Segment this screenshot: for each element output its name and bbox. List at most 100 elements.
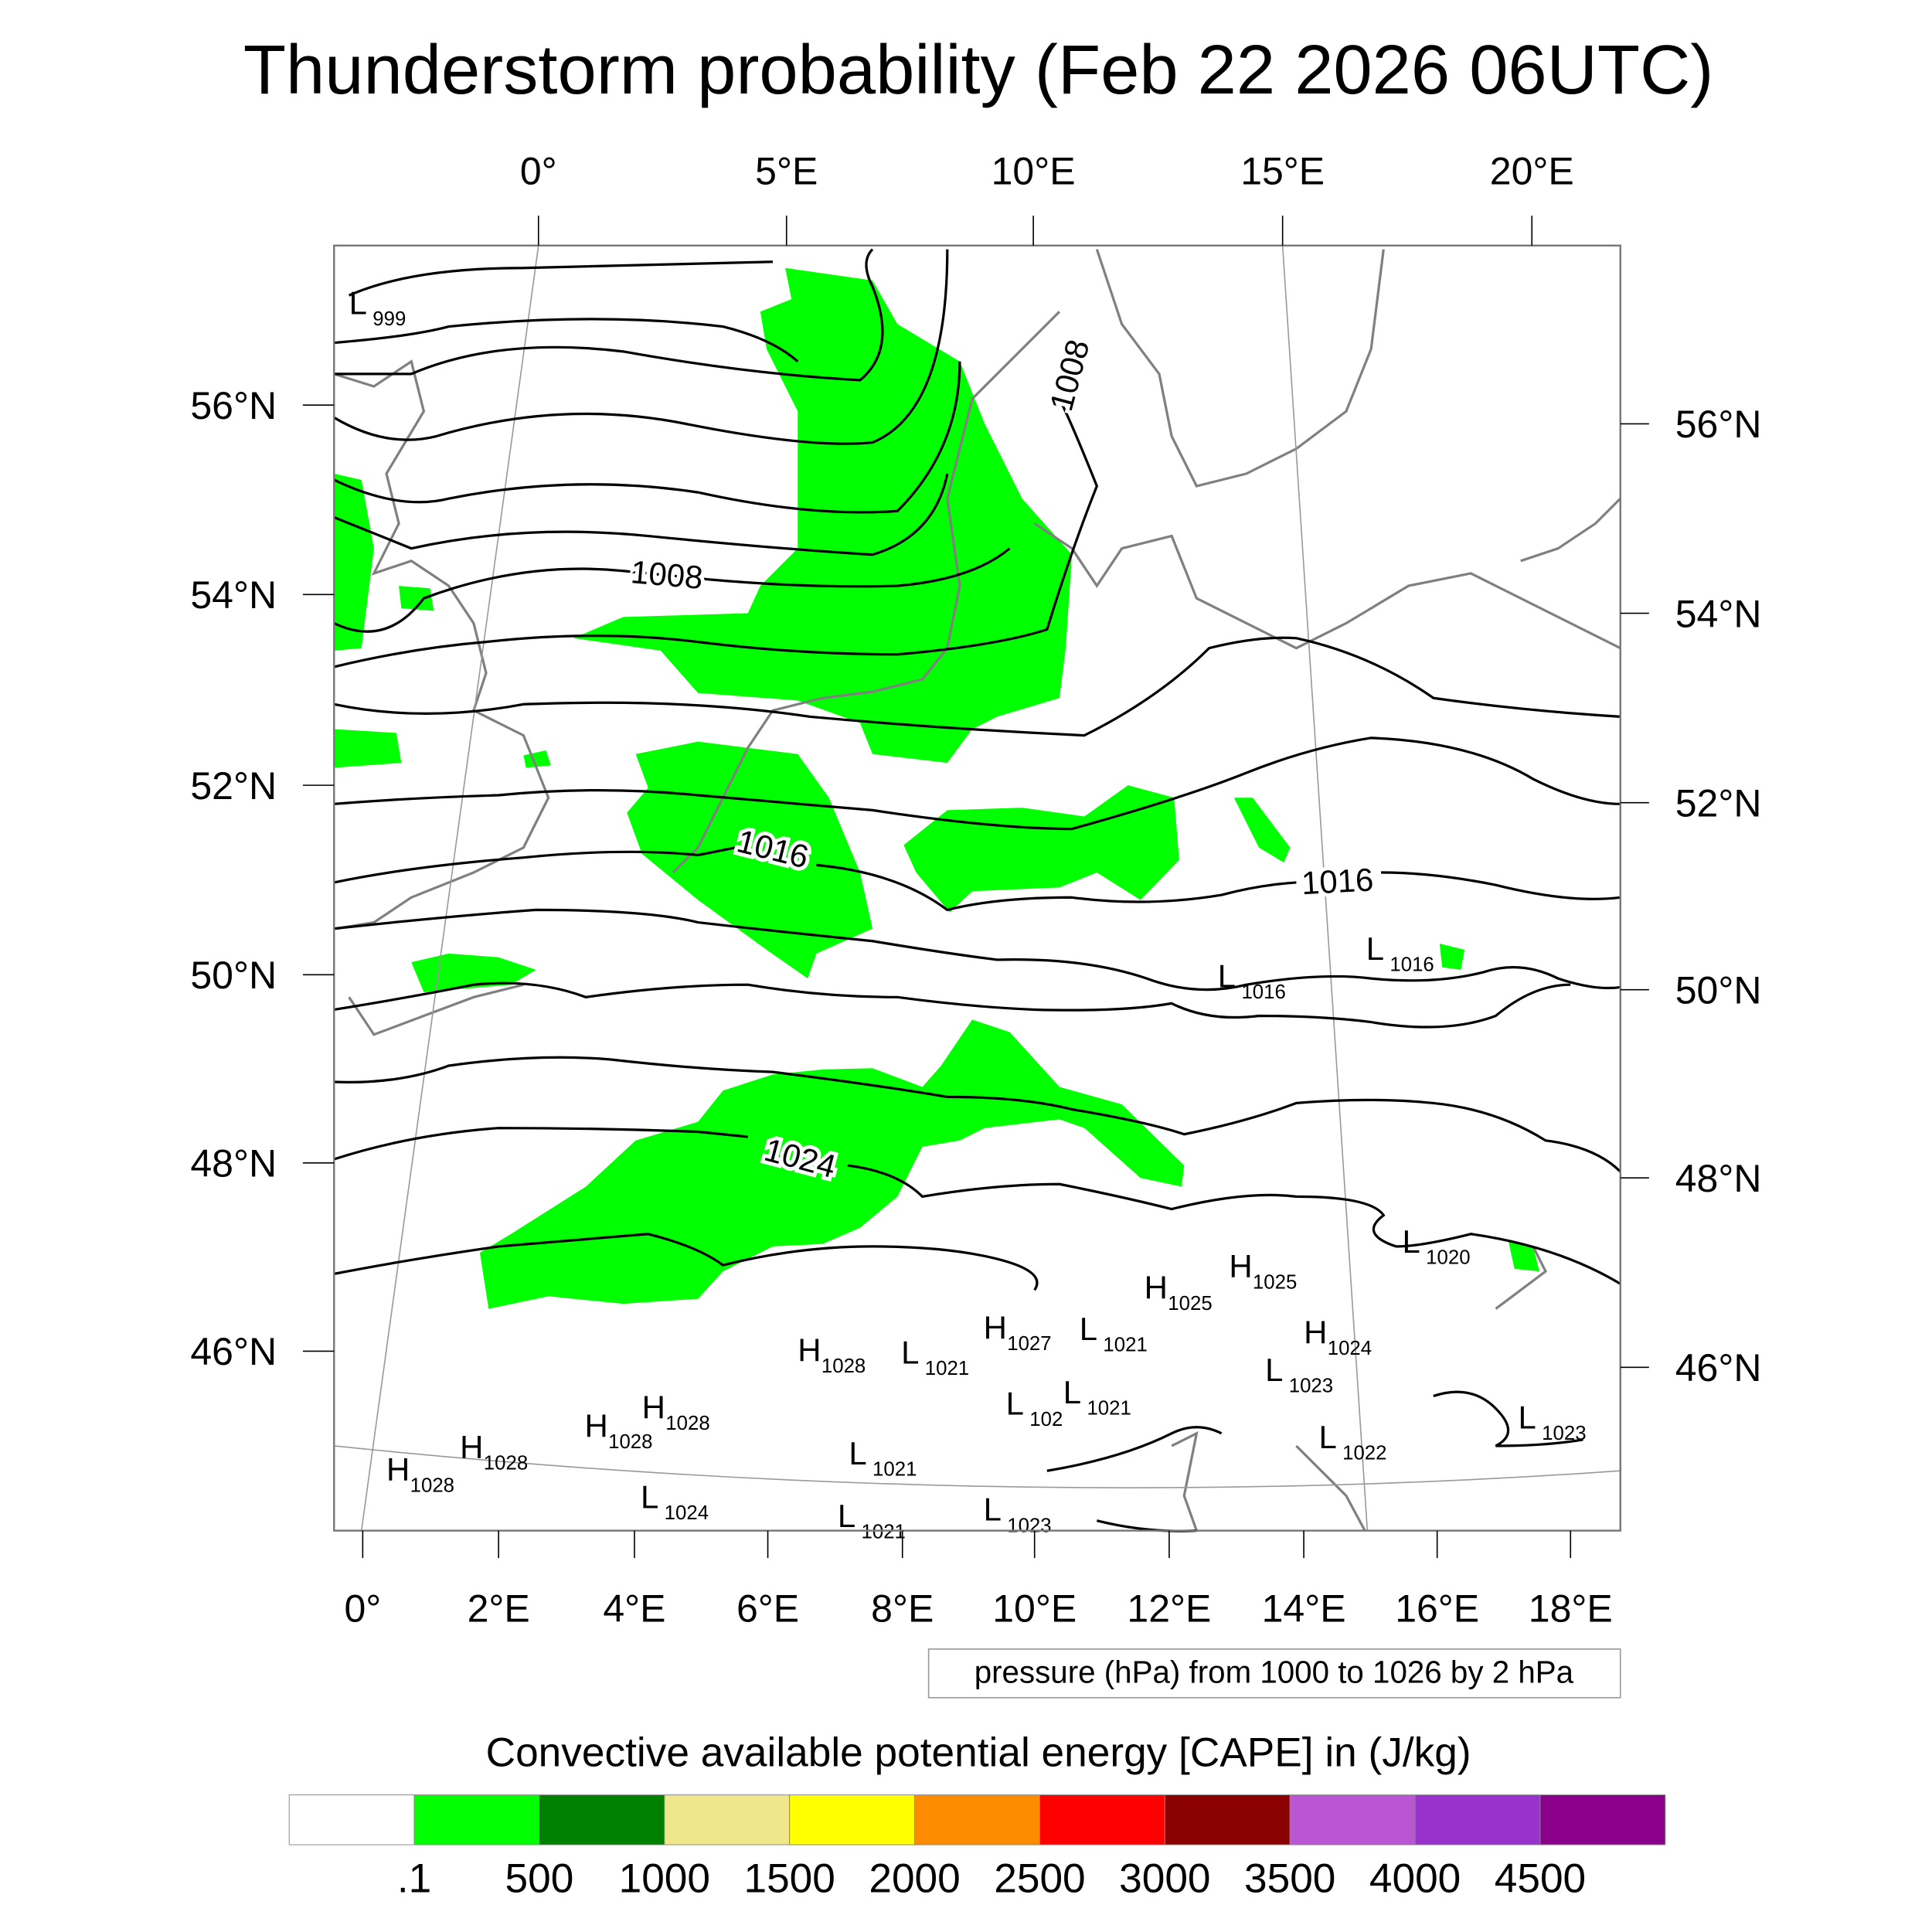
pressure-center-low: L 1023 — [1265, 1352, 1333, 1397]
pressure-center-high: H 1025 — [1145, 1270, 1213, 1315]
colorbar-swatch — [539, 1794, 665, 1845]
top-lon-label: 20°E — [1490, 150, 1574, 193]
pressure-center-high: H 1025 — [1229, 1248, 1297, 1294]
colorbar: .1 500 1000 1500 2000 2500 3000 3500 4000 4500 — [288, 1794, 1666, 1901]
cape-area-uk-south — [334, 729, 402, 768]
pressure-center-value: 1024 — [1328, 1338, 1372, 1359]
pressure-center-letter: H — [1229, 1248, 1252, 1284]
pressure-center-letter: L — [1366, 930, 1384, 967]
pressure-center-value: 1020 — [1426, 1247, 1470, 1268]
pressure-center-letter: L — [838, 1498, 855, 1534]
pressure-center-low: L 1016 — [1218, 957, 1286, 1003]
colorbar-swatch — [413, 1794, 540, 1845]
pressure-center-value: 1027 — [1007, 1333, 1051, 1355]
cape-area-benelux — [627, 741, 873, 979]
pressure-center-low: L 1023 — [1519, 1399, 1587, 1444]
colorbar-title: Convective available potential energy [C… — [486, 1730, 1471, 1775]
pressure-center-value: 1021 — [1103, 1334, 1147, 1355]
pressure-center-high: H 1028 — [584, 1408, 652, 1454]
pressure-center-value: 1022 — [1342, 1443, 1386, 1464]
colorbar-label: 2500 — [994, 1855, 1085, 1901]
pressure-center-value: 1024 — [665, 1502, 709, 1524]
pressure-center-value: 1028 — [821, 1355, 866, 1377]
cape-area-small-2 — [1439, 943, 1465, 970]
bottom-lon-label: 18°E — [1529, 1587, 1613, 1630]
cape-area-small-4 — [399, 586, 434, 611]
bottom-lon-label: 14°E — [1262, 1587, 1346, 1630]
pressure-center-letter: H — [1145, 1270, 1168, 1306]
pressure-center-letter: L — [1218, 957, 1236, 994]
colorbar-swatch — [1414, 1794, 1541, 1845]
left-lat-label: 48°N — [190, 1142, 277, 1185]
colorbar-swatch — [1539, 1794, 1666, 1845]
left-lat-label: 46°N — [190, 1330, 277, 1373]
cape-area-small-3 — [1508, 1240, 1539, 1272]
isobar-contours — [333, 248, 1621, 1532]
right-lat-label: 52°N — [1675, 781, 1762, 825]
colorbar-swatch — [1289, 1794, 1416, 1845]
left-lat-label: 52°N — [190, 764, 277, 808]
pressure-center-high: H 1028 — [386, 1451, 454, 1497]
colorbar-swatch — [1164, 1794, 1291, 1845]
pressure-center-letter: L — [984, 1492, 1002, 1528]
pressure-center-value: 1016 — [1389, 954, 1434, 975]
bottom-lon-label: 6°E — [736, 1587, 799, 1630]
pressure-center-low: L 1021 — [1080, 1311, 1148, 1356]
colorbar-label: 1000 — [619, 1855, 710, 1901]
pressure-center-low: L 999 — [349, 284, 406, 330]
pressure-center-value: 1021 — [872, 1459, 917, 1481]
pressure-center-letter: H — [984, 1309, 1007, 1345]
bottom-lon-label: 4°E — [603, 1587, 665, 1630]
cape-area-east — [1233, 798, 1291, 863]
figure-title: Thunderstorm probability (Feb 22 2026 06… — [243, 31, 1713, 109]
colorbar-swatch — [789, 1794, 916, 1845]
pressure-center-letter: L — [1403, 1223, 1420, 1260]
pressure-center-value: 1028 — [665, 1413, 709, 1434]
pressure-center-letter: L — [1063, 1374, 1081, 1410]
pressure-center-value: 1023 — [1542, 1423, 1586, 1444]
pressure-center-low: L 1021 — [901, 1335, 969, 1380]
top-lon-label: 15°E — [1240, 150, 1325, 193]
pressure-center-low: L 1021 — [1063, 1374, 1131, 1420]
left-lat-label: 54°N — [190, 573, 277, 617]
pressure-center-letter: L — [901, 1335, 919, 1371]
colorbar-swatch — [664, 1794, 791, 1845]
coastlines — [333, 249, 1621, 1532]
pressure-center-high: H 1028 — [642, 1389, 710, 1434]
bottom-lon-label: 8°E — [871, 1587, 934, 1630]
cape-fill-layer — [334, 267, 1539, 1309]
graticule — [334, 245, 1621, 1531]
pressure-center-value: 1025 — [1253, 1272, 1297, 1294]
pressure-center-value: 1021 — [862, 1521, 906, 1543]
cape-area-uk-east — [334, 473, 374, 651]
left-lat-label: 50°N — [190, 954, 277, 997]
pressure-center-letter: H — [460, 1429, 483, 1465]
top-lon-label: 10°E — [992, 150, 1076, 193]
right-lat-label: 56°N — [1675, 403, 1762, 446]
colorbar-label: 4000 — [1369, 1855, 1461, 1901]
pressure-center-high: H 1024 — [1304, 1315, 1372, 1360]
pressure-center-value: 1025 — [1168, 1293, 1212, 1315]
pressure-center-low: L 102 — [1006, 1386, 1063, 1431]
isobar-label: 1008 — [629, 553, 704, 596]
right-lat-label: 48°N — [1675, 1157, 1762, 1200]
colorbar-swatch — [914, 1794, 1040, 1845]
pressure-center-low: L 1024 — [641, 1479, 709, 1525]
map-frame — [333, 244, 1621, 1532]
pressure-center-letter: L — [1519, 1399, 1536, 1435]
colorbar-swatch — [288, 1794, 415, 1845]
pressure-center-high: H 1028 — [460, 1429, 528, 1475]
contour-legend-box — [927, 1648, 1621, 1699]
pressure-center-letter: H — [1304, 1315, 1327, 1351]
bottom-lon-label: 0° — [344, 1587, 381, 1630]
left-lat-label: 56°N — [190, 384, 277, 427]
pressure-center-low: L 1020 — [1403, 1223, 1471, 1269]
colorbar-label: 3500 — [1244, 1855, 1335, 1901]
top-lon-label: 5°E — [755, 150, 818, 193]
right-lat-label: 46°N — [1675, 1346, 1762, 1389]
pressure-center-low: L 1021 — [849, 1435, 917, 1481]
pressure-center-letter: H — [386, 1451, 410, 1488]
